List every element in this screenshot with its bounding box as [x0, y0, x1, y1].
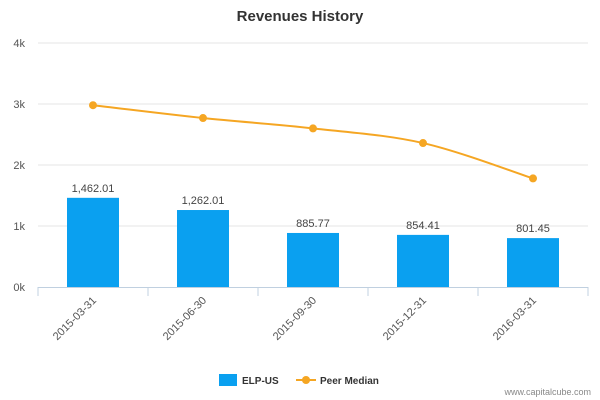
x-tick-label: 2016-03-31	[491, 295, 539, 343]
gridlines	[38, 42, 588, 227]
y-tick-label: 1k	[13, 221, 25, 233]
y-tick-label: 3k	[13, 99, 25, 111]
bar-data-label: 1,262.01	[182, 195, 225, 207]
bar	[177, 210, 229, 287]
bar	[67, 197, 119, 287]
peer-median-line	[92, 104, 534, 180]
bar-data-label: 885.77	[296, 218, 330, 230]
line-series	[89, 101, 537, 183]
legend-swatch-marker	[302, 376, 310, 384]
credit-text: www.capitalcube.com	[503, 387, 591, 397]
peer-median-point	[199, 114, 207, 123]
chart-title: Revenues History	[237, 8, 364, 25]
legend-swatch-bar	[219, 374, 237, 386]
x-tick-label: 2015-09-30	[271, 295, 319, 343]
bar	[287, 232, 339, 287]
peer-median-point	[89, 101, 97, 110]
peer-median-point	[309, 124, 317, 133]
peer-median-point	[419, 139, 427, 148]
x-tick-label: 2015-12-31	[381, 295, 429, 343]
legend-label: ELP-US	[242, 376, 279, 387]
bar	[507, 238, 559, 287]
bar-data-label: 1,462.01	[72, 183, 115, 195]
x-axis: 2015-03-31 2015-06-30 2015-09-30 2015-12-31…	[37, 287, 589, 343]
legend-label: Peer Median	[320, 376, 379, 387]
peer-median-point	[529, 174, 537, 183]
x-tick-label: 2015-06-30	[161, 295, 209, 343]
y-axis: 0k 1k 2k 3k 4k	[13, 38, 25, 294]
bar	[397, 234, 449, 287]
bar-data-label: 801.45	[516, 223, 550, 235]
bar-data-label: 854.41	[406, 220, 440, 232]
bar-series: 1,462.01 1,262.01 885.77 854.41 801.45	[67, 183, 559, 287]
y-tick-label: 2k	[13, 160, 25, 172]
y-tick-label: 4k	[13, 38, 25, 50]
y-tick-label: 0k	[13, 282, 25, 294]
x-tick-label: 2015-03-31	[51, 295, 99, 343]
legend: ELP-US Peer Median	[219, 374, 379, 387]
